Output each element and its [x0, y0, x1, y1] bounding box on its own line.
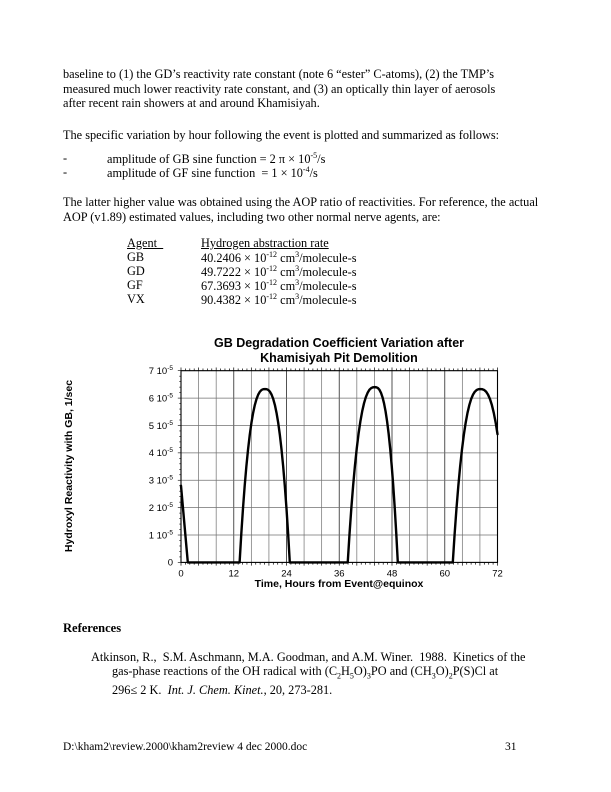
svg-text:GB Degradation Coefficient Var: GB Degradation Coefficient Variation aft… — [214, 336, 464, 350]
svg-text:Time, Hours from Event@equino: Time, Hours from Event@equinox — [255, 578, 424, 590]
svg-text:60: 60 — [439, 568, 450, 579]
svg-text:72: 72 — [492, 568, 503, 579]
svg-text:Khamisiyah Pit Demolition: Khamisiyah Pit Demolition — [260, 351, 418, 365]
svg-text:0: 0 — [168, 558, 173, 569]
svg-text:12: 12 — [228, 568, 239, 579]
svg-text:0: 0 — [178, 568, 183, 579]
svg-text:Hydroxyl Reactivity with GB, 1: Hydroxyl Reactivity with GB, 1/sec — [63, 380, 75, 552]
